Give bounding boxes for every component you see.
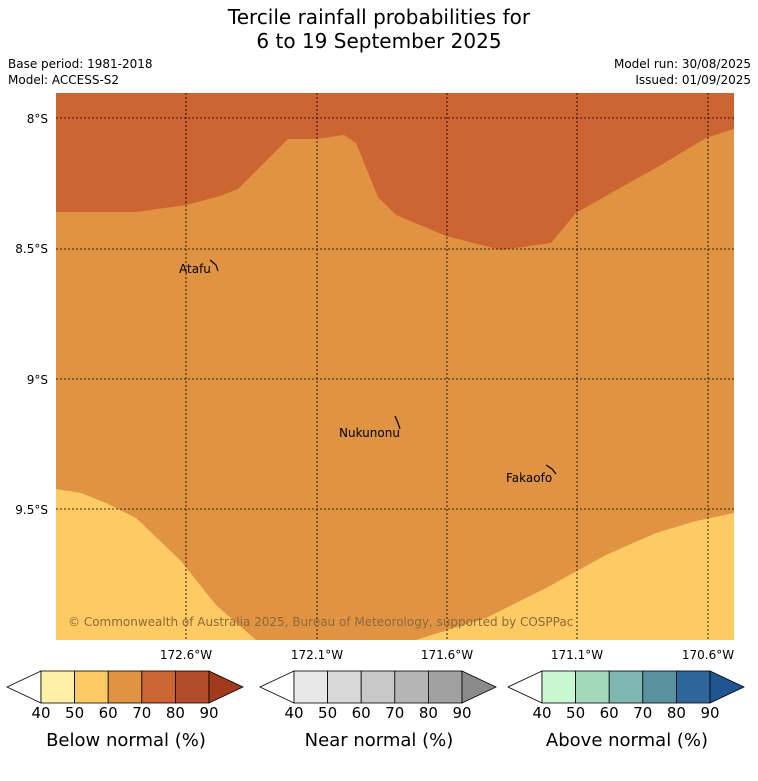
region-below-50-60-west <box>56 489 256 640</box>
cb-near-tick: 70 <box>385 704 405 722</box>
lat-label-9-5s: 9.5°S <box>15 503 48 517</box>
cb-above-tick: 90 <box>700 704 720 722</box>
cb-near-over-90 <box>461 670 497 704</box>
cb-near-tick: 50 <box>318 704 338 722</box>
place-fakaofo: Fakaofo <box>506 471 553 485</box>
model-name: Model: ACCESS-S2 <box>8 73 120 87</box>
cb-above-70-80 <box>642 670 677 704</box>
cb-below-tick: 90 <box>199 704 219 722</box>
cb-below-80-90 <box>174 670 210 704</box>
cb-below-tick: 50 <box>65 704 85 722</box>
cb-above-50-60 <box>575 670 610 704</box>
cb-below-tick: 40 <box>31 704 51 722</box>
cb-near-tick: 60 <box>351 704 371 722</box>
colorbar-below-normal-swatches <box>6 670 244 704</box>
cb-above-tick: 80 <box>666 704 686 722</box>
atafu-atoll-outline <box>209 259 219 272</box>
lat-label-8-5s: 8.5°S <box>15 242 48 256</box>
issued-date: Issued: 01/09/2025 <box>635 73 751 87</box>
title-line-1: Tercile rainfall probabilities for <box>227 5 531 29</box>
cb-near-60-70 <box>360 670 396 704</box>
cb-above-tick: 60 <box>599 704 619 722</box>
probability-map[interactable] <box>56 93 734 640</box>
lon-label-171-6w: 171.6°W <box>420 648 474 662</box>
title-line-2: 6 to 19 September 2025 <box>256 29 502 53</box>
cb-near-tick: 90 <box>452 704 472 722</box>
cb-above-tick: 70 <box>633 704 653 722</box>
copyright-notice: © Commonwealth of Australia 2025, Bureau… <box>68 615 574 629</box>
cb-below-50-60 <box>74 670 109 704</box>
cb-above-under-40 <box>507 670 543 704</box>
region-below-50-60-east <box>416 513 734 640</box>
base-period: Base period: 1981-2018 <box>8 57 153 71</box>
cb-below-over-90 <box>208 670 244 704</box>
colorbar-near-normal-swatches <box>259 670 497 704</box>
cb-near-70-80 <box>394 670 429 704</box>
lon-label-171-1w: 171.1°W <box>550 648 604 662</box>
lat-label-8s: 8°S <box>26 112 48 126</box>
cb-below-40-50 <box>40 670 75 704</box>
region-below-70-80 <box>56 93 734 250</box>
colorbar-above-title: Above normal (%) <box>545 730 709 751</box>
colorbar-near-title: Near normal (%) <box>304 730 454 751</box>
cb-below-tick: 60 <box>98 704 118 722</box>
graticule <box>56 93 734 640</box>
nukunonu-atoll-outline <box>394 415 401 430</box>
cb-near-under-40 <box>259 670 295 704</box>
cb-above-40-50 <box>541 670 576 704</box>
cb-above-tick: 50 <box>566 704 586 722</box>
issue-info: Model run: 30/08/2025 Issued: 01/09/2025 <box>614 56 751 88</box>
colorbar-below-normal: 40 50 60 70 80 90 Below normal (%) <box>6 670 246 751</box>
cb-near-40-50 <box>293 670 328 704</box>
atoll-outlines <box>209 259 557 475</box>
colorbar-above-normal: 40 50 60 70 80 90 Above normal (%) <box>507 670 747 751</box>
cb-near-tick: 80 <box>418 704 438 722</box>
fakaofo-atoll-outline <box>545 464 557 475</box>
colorbar-above-normal-swatches <box>507 670 745 704</box>
cb-below-60-70 <box>107 670 143 704</box>
lon-label-172-1w: 172.1°W <box>290 648 344 662</box>
lat-label-9s: 9°S <box>26 373 48 387</box>
cb-below-tick: 70 <box>132 704 152 722</box>
cb-near-80-90 <box>427 670 463 704</box>
cb-above-60-70 <box>608 670 644 704</box>
cb-below-70-80 <box>141 670 176 704</box>
model-info: Base period: 1981-2018 Model: ACCESS-S2 <box>8 56 153 88</box>
cb-below-tick: 80 <box>165 704 185 722</box>
cb-near-tick: 40 <box>284 704 304 722</box>
colorbar-below-title: Below normal (%) <box>46 730 206 751</box>
lon-label-172-6w: 172.6°W <box>159 648 213 662</box>
lon-label-170-6w: 170.6°W <box>681 648 735 662</box>
model-run: Model run: 30/08/2025 <box>613 57 751 71</box>
cb-above-tick: 40 <box>532 704 552 722</box>
cb-below-under-40 <box>6 670 42 704</box>
place-atafu: Atafu <box>179 262 211 276</box>
map-title: Tercile rainfall probabilities for 6 to … <box>0 5 758 53</box>
cb-above-over-90 <box>709 670 745 704</box>
cb-above-80-90 <box>675 670 711 704</box>
cb-near-50-60 <box>327 670 362 704</box>
place-nukunonu: Nukunonu <box>339 426 400 440</box>
colorbar-near-normal: 40 50 60 70 80 90 Near normal (%) <box>259 670 499 751</box>
